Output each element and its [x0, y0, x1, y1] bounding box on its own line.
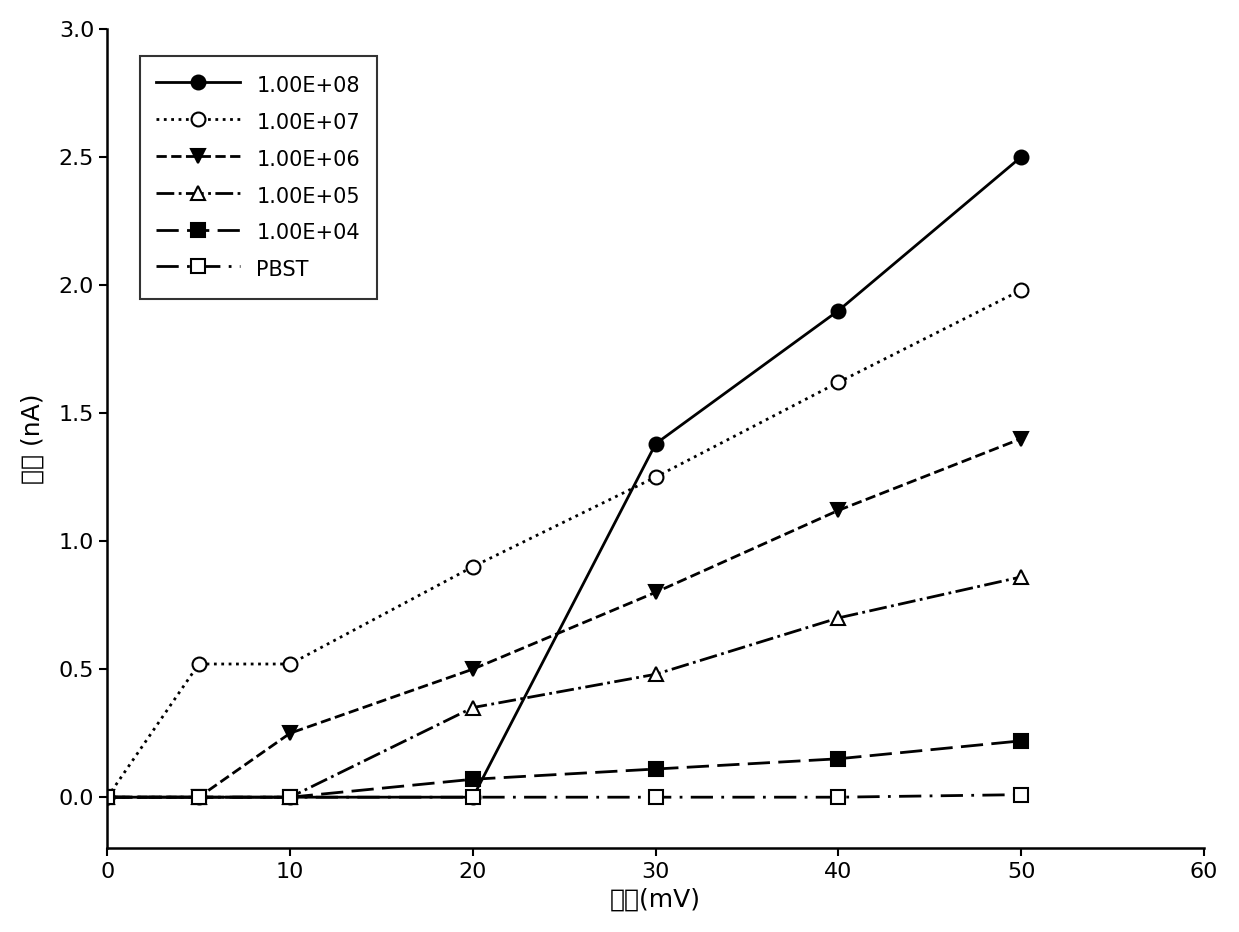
1.00E+05	[282, 791, 297, 802]
1.00E+08	[1014, 151, 1028, 162]
1.00E+05	[1014, 571, 1028, 582]
1.00E+04	[282, 791, 297, 802]
1.00E+05	[191, 791, 206, 802]
PBST	[191, 791, 206, 802]
1.00E+04	[648, 763, 663, 774]
1.00E+04	[100, 791, 115, 802]
PBST	[831, 791, 846, 802]
PBST	[1014, 789, 1028, 801]
1.00E+05	[100, 791, 115, 802]
PBST	[466, 791, 481, 802]
PBST	[282, 791, 297, 802]
PBST	[648, 791, 663, 802]
1.00E+06	[282, 728, 297, 739]
Line: 1.00E+06: 1.00E+06	[100, 432, 1028, 804]
1.00E+06	[466, 664, 481, 675]
Y-axis label: 电流 (nA): 电流 (nA)	[21, 393, 45, 484]
1.00E+05	[648, 668, 663, 679]
1.00E+05	[466, 702, 481, 713]
1.00E+08	[100, 791, 115, 802]
1.00E+06	[831, 505, 846, 516]
1.00E+07	[1014, 284, 1028, 295]
1.00E+06	[100, 791, 115, 802]
PBST	[100, 791, 115, 802]
1.00E+04	[191, 791, 206, 802]
Line: 1.00E+04: 1.00E+04	[100, 733, 1028, 804]
Line: 1.00E+08: 1.00E+08	[100, 150, 1028, 804]
1.00E+07	[466, 561, 481, 572]
1.00E+04	[466, 774, 481, 785]
1.00E+08	[648, 438, 663, 449]
Line: 1.00E+05: 1.00E+05	[100, 570, 1028, 804]
1.00E+07	[648, 472, 663, 483]
Line: 1.00E+07: 1.00E+07	[100, 283, 1028, 804]
1.00E+05	[831, 612, 846, 624]
1.00E+08	[466, 791, 481, 802]
Legend: 1.00E+08, 1.00E+07, 1.00E+06, 1.00E+05, 1.00E+04, PBST: 1.00E+08, 1.00E+07, 1.00E+06, 1.00E+05, …	[140, 56, 377, 299]
1.00E+04	[831, 753, 846, 764]
1.00E+08	[282, 791, 297, 802]
1.00E+06	[191, 791, 206, 802]
1.00E+08	[191, 791, 206, 802]
1.00E+07	[831, 377, 846, 388]
1.00E+06	[1014, 433, 1028, 445]
1.00E+04	[1014, 735, 1028, 747]
1.00E+07	[100, 791, 115, 802]
X-axis label: 电压(mV): 电压(mV)	[610, 887, 701, 911]
1.00E+07	[191, 658, 206, 669]
1.00E+08	[831, 305, 846, 316]
Line: PBST: PBST	[100, 788, 1028, 804]
1.00E+06	[648, 587, 663, 598]
1.00E+07	[282, 658, 297, 669]
